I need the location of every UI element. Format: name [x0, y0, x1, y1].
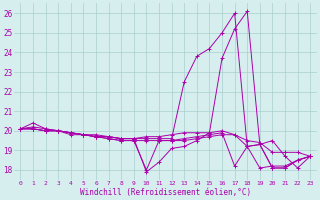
X-axis label: Windchill (Refroidissement éolien,°C): Windchill (Refroidissement éolien,°C): [80, 188, 251, 197]
